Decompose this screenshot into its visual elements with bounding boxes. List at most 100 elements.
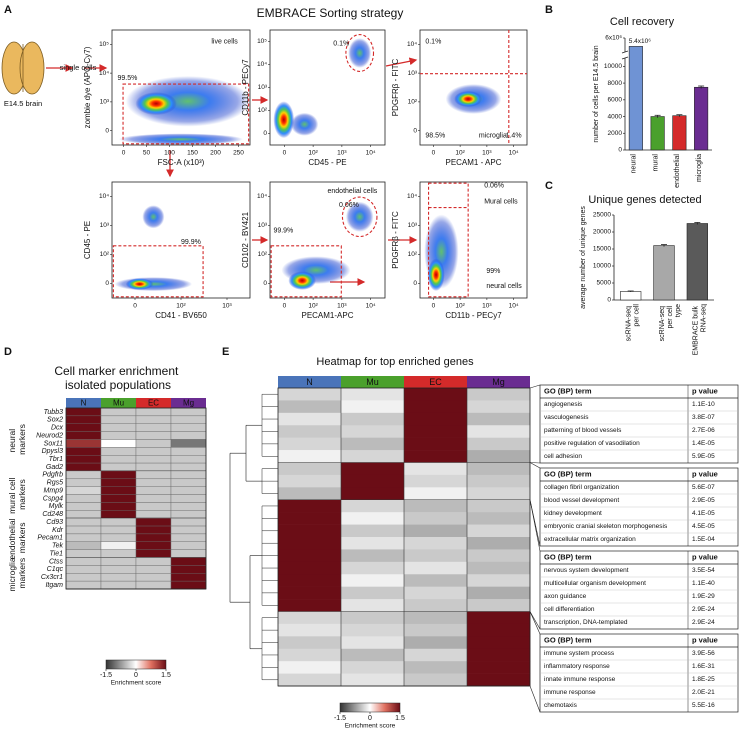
- heatmap-cell: [278, 537, 342, 550]
- heatmap-cell: [170, 447, 207, 456]
- table-header: GO (BP) term: [544, 469, 592, 478]
- table-cell: cell differentiation: [544, 606, 595, 613]
- table-cell: positive regulation of vasodilation: [544, 440, 640, 447]
- gate-annotation: 0.06%: [484, 182, 504, 189]
- text-line: mural cell: [7, 475, 17, 514]
- table-cell: 2.9E-24: [692, 619, 715, 626]
- heatmap-cell: [278, 661, 342, 674]
- y-tick-label: 0: [105, 127, 109, 134]
- heatmap-cell: [404, 425, 468, 438]
- heatmap-cell: [135, 486, 172, 495]
- x-axis-label: CD11b - PECy7: [445, 311, 502, 320]
- table-cell: 1.4E-05: [692, 440, 715, 447]
- row-label: Pecam1: [37, 535, 63, 542]
- table-cell: collagen fibril organization: [544, 484, 620, 491]
- gate-annotation: 99.5%: [118, 75, 138, 82]
- text-line: scRNA-seq: [659, 304, 666, 341]
- text-line: Cell marker enrichment: [54, 364, 181, 378]
- table-cell: 4.1E-05: [692, 510, 715, 517]
- gate: [270, 245, 342, 298]
- panel-label: D: [4, 346, 12, 358]
- table-header: p value: [692, 552, 718, 561]
- x-tick-label: 10⁴: [366, 303, 376, 310]
- density: [118, 76, 250, 145]
- table-cell: 1.6E-31: [692, 663, 715, 670]
- brain-icon: [1, 41, 45, 95]
- text-line: markers: [17, 522, 27, 553]
- heatmap-cell: [100, 525, 137, 535]
- x-tick-label: 10²: [455, 150, 465, 157]
- heatmap-cell: [404, 636, 468, 650]
- gate: [428, 182, 469, 298]
- heatmap-cell: [135, 494, 172, 503]
- row-label: Sox11: [44, 440, 63, 447]
- heatmap-cell: [341, 549, 405, 563]
- colorbar-tick-label: -1.5: [334, 715, 346, 722]
- heatmap-cell: [467, 574, 531, 587]
- x-tick-label: 10³: [482, 303, 492, 310]
- heatmap-cell: [341, 661, 405, 674]
- heatmap-cell: [170, 431, 207, 440]
- x-axis-label: PECAM1-APC: [301, 311, 353, 320]
- heatmap-cell: [65, 486, 102, 495]
- table-cell: nervous system development: [544, 567, 629, 574]
- heatmap-cell: [135, 510, 172, 519]
- heatmap-cell: [278, 400, 342, 414]
- heatmap-cell: [404, 388, 468, 401]
- table-cell: 2.9E-24: [692, 606, 715, 613]
- heatmap-cell: [467, 586, 531, 600]
- heatmap-cell: [135, 447, 172, 456]
- text-line: per cell: [634, 304, 641, 327]
- table-cell: 2.9E-05: [692, 497, 715, 504]
- row-label: Rgs5: [47, 480, 63, 487]
- y-tick-label: 10⁴: [257, 61, 267, 68]
- table-cell: blood vessel development: [544, 497, 619, 504]
- column-label: EC: [148, 399, 159, 408]
- heatmap-cell: [100, 486, 137, 495]
- density: [281, 201, 374, 290]
- y-tick-label: 0: [607, 297, 611, 304]
- heatmap-cell: [467, 425, 531, 438]
- x-axis-label: CD45 - PE: [308, 158, 346, 167]
- gate-annotation: 99.9%: [273, 228, 293, 235]
- heatmap-cell: [467, 487, 531, 501]
- column-label: EC: [429, 377, 442, 387]
- flow-plot: 0 50 100 150 200 250 0 10³ 10⁴ 10⁵ FSC-A (x10³) zom…: [83, 29, 251, 167]
- x-tick-label: 200: [210, 150, 221, 157]
- heatmap-cell: [135, 533, 172, 542]
- heatmap-cell: [135, 478, 172, 487]
- heatmap-cell: [467, 549, 531, 563]
- heatmap-cell: [65, 423, 102, 432]
- heatmap-cell: [467, 648, 531, 662]
- x-tick-label: 250: [233, 150, 244, 157]
- x-axis-label: CD41 - BV650: [155, 311, 207, 320]
- table-cell: patterning of blood vessels: [544, 427, 622, 434]
- colorbar-tick-label: 1.5: [395, 715, 405, 722]
- y-axis-label: CD45 - PE: [83, 221, 92, 259]
- heatmap-cell: [100, 557, 137, 566]
- y-tick-label: 10⁴: [99, 193, 109, 200]
- y-tick-label: 0: [263, 280, 267, 287]
- heatmap-cell: [278, 437, 342, 451]
- heatmap-cell: [100, 407, 137, 417]
- heatmap-cell: [100, 510, 137, 519]
- y-tick-label: 10⁵: [257, 38, 267, 45]
- heatmap-cell: [100, 517, 137, 527]
- text-line: markers: [17, 424, 27, 455]
- colorbar-tick-label: 1.5: [161, 672, 171, 679]
- x-tick-label: neural: [631, 154, 638, 174]
- chart-title: Unique genes detected: [588, 194, 701, 206]
- x-tick-label: EMBRACE bulk RNA-seq: [692, 304, 707, 355]
- y-tick-label: 0: [413, 280, 417, 287]
- heatmap-cell: [467, 437, 531, 451]
- y-tick-label: 10³: [258, 84, 268, 91]
- heatmap-cell: [278, 636, 342, 650]
- text-line: neural: [7, 426, 17, 452]
- heatmap-cell: [467, 537, 531, 550]
- table-cell: immune response: [544, 689, 596, 696]
- y-tick-label: 6x10⁶: [605, 35, 622, 42]
- heatmap-cell: [341, 623, 405, 637]
- y-axis-label: PDGFRβ - FITC: [391, 59, 400, 117]
- colorbar-tick-label: -1.5: [100, 672, 112, 679]
